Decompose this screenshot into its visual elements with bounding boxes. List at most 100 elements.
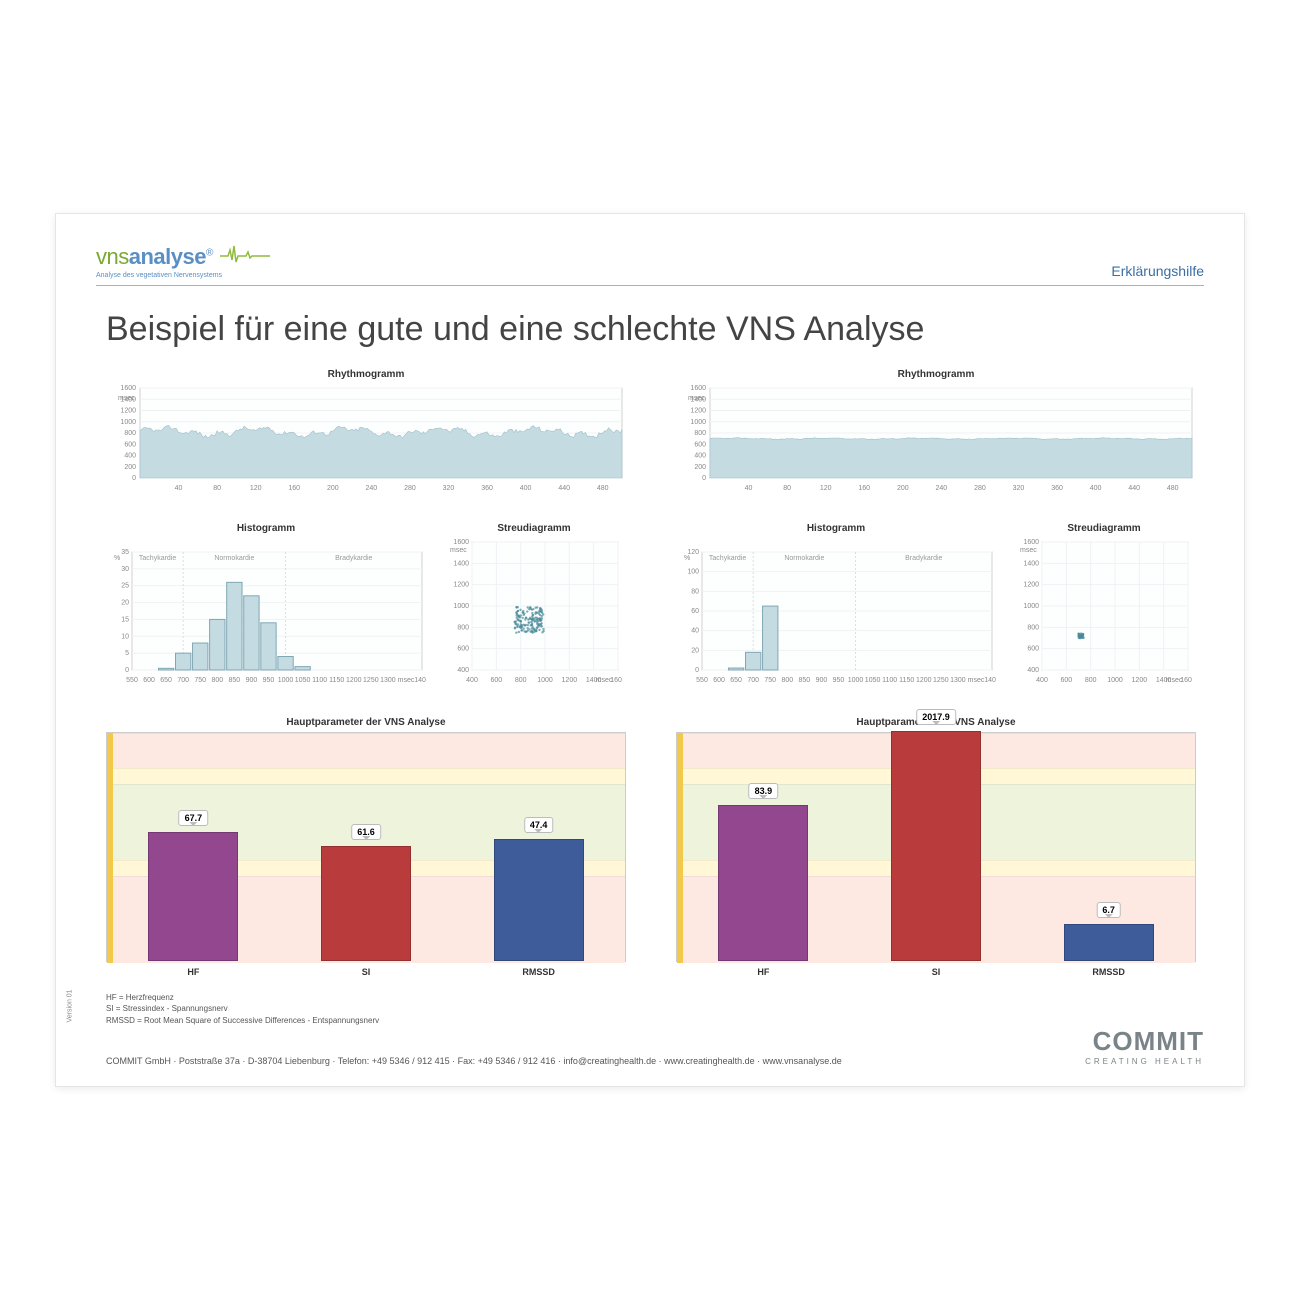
svg-text:800: 800 [1027, 625, 1039, 632]
document-page: vnsanalyse® Analyse des vegetativen Nerv… [55, 213, 1245, 1087]
params-good-chart: 67.7HF61.6SI47.4RMSSD [106, 732, 626, 962]
svg-text:120: 120 [820, 485, 832, 492]
svg-text:20: 20 [691, 648, 699, 655]
logo: vnsanalyse® Analyse des vegetativen Nerv… [96, 244, 270, 279]
svg-text:1400: 1400 [414, 677, 426, 684]
svg-text:1250: 1250 [933, 677, 949, 684]
commit-logo: COMMIT CREATING HEALTH [1085, 1026, 1204, 1066]
logo-subtitle: Analyse des vegetativen Nervensystems [96, 272, 222, 279]
svg-text:msec: msec [450, 547, 467, 554]
svg-text:900: 900 [816, 677, 828, 684]
svg-text:10: 10 [121, 634, 129, 641]
hist-scatter-good: Histogramm 05101520253035%55060065070075… [106, 523, 626, 693]
svg-text:400: 400 [1036, 677, 1048, 684]
hist-scatter-bad: Histogramm 020406080100120%5506006507007… [676, 523, 1196, 693]
svg-text:950: 950 [263, 677, 275, 684]
svg-text:600: 600 [1027, 646, 1039, 653]
svg-text:700: 700 [747, 677, 759, 684]
svg-text:240: 240 [936, 485, 948, 492]
legend-line: SI = Stressindex - Spannungsnerv [106, 1003, 1204, 1014]
svg-text:480: 480 [1167, 485, 1179, 492]
svg-text:160: 160 [288, 485, 300, 492]
svg-text:1250: 1250 [363, 677, 379, 684]
svg-text:1400: 1400 [984, 677, 996, 684]
svg-text:120: 120 [250, 485, 262, 492]
chart-grid: Rhythmogramm 020040060080010001200140016… [106, 369, 1194, 982]
histogram-bad-chart: 020406080100120%550600650700750800850900… [676, 538, 996, 688]
params-good: Hauptparameter der VNS Analyse 67.7HF61.… [106, 717, 626, 982]
svg-text:Tachykardie: Tachykardie [139, 555, 176, 562]
svg-text:1200: 1200 [120, 408, 136, 415]
page-title: Beispiel für eine gute und eine schlecht… [106, 310, 1204, 349]
svg-text:35: 35 [121, 549, 129, 556]
svg-text:1000: 1000 [453, 603, 469, 610]
svg-text:950: 950 [833, 677, 845, 684]
svg-text:850: 850 [229, 677, 241, 684]
svg-text:100: 100 [687, 569, 699, 576]
rhythmogram-bad: Rhythmogramm 020040060080010001200140016… [676, 369, 1196, 499]
params-bad: Hauptparameter der VNS Analyse 83.9HF201… [676, 717, 1196, 982]
svg-text:280: 280 [404, 485, 416, 492]
svg-text:1600: 1600 [690, 385, 706, 392]
svg-text:1200: 1200 [562, 677, 578, 684]
svg-text:1100: 1100 [312, 677, 327, 684]
svg-text:550: 550 [696, 677, 708, 684]
svg-text:30: 30 [121, 566, 129, 573]
svg-text:280: 280 [974, 485, 986, 492]
svg-text:600: 600 [694, 441, 706, 448]
svg-text:1000: 1000 [537, 677, 553, 684]
svg-text:1200: 1200 [916, 677, 932, 684]
svg-text:400: 400 [1027, 667, 1039, 674]
svg-text:msec: msec [1020, 547, 1037, 554]
svg-text:750: 750 [194, 677, 206, 684]
svg-text:1150: 1150 [899, 677, 914, 684]
rhythmogram-bad-chart: 02004006008001000120014001600msec4080120… [676, 384, 1196, 494]
svg-text:1050: 1050 [295, 677, 311, 684]
svg-text:440: 440 [1128, 485, 1140, 492]
svg-text:400: 400 [457, 667, 469, 674]
svg-text:850: 850 [799, 677, 811, 684]
svg-text:400: 400 [466, 677, 478, 684]
svg-text:800: 800 [457, 625, 469, 632]
ecg-icon [220, 244, 270, 264]
svg-text:20: 20 [121, 600, 129, 607]
svg-text:1400: 1400 [1023, 561, 1039, 568]
svg-text:1150: 1150 [329, 677, 344, 684]
footer-text: COMMIT GmbH · Poststraße 37a · D-38704 L… [106, 1056, 1204, 1066]
header: vnsanalyse® Analyse des vegetativen Nerv… [96, 244, 1204, 286]
svg-text:320: 320 [1013, 485, 1025, 492]
svg-text:800: 800 [515, 677, 527, 684]
svg-text:1000: 1000 [690, 419, 706, 426]
rhythmogram-good: Rhythmogramm 020040060080010001200140016… [106, 369, 626, 499]
svg-text:200: 200 [897, 485, 909, 492]
help-link[interactable]: Erklärungshilfe [1111, 263, 1204, 279]
svg-text:400: 400 [694, 453, 706, 460]
svg-text:msec: msec [968, 677, 985, 684]
svg-text:600: 600 [1060, 677, 1072, 684]
svg-text:msec: msec [688, 395, 705, 402]
svg-text:%: % [114, 555, 120, 562]
svg-text:1200: 1200 [1132, 677, 1148, 684]
svg-text:360: 360 [481, 485, 493, 492]
svg-text:800: 800 [1085, 677, 1097, 684]
svg-text:1200: 1200 [453, 582, 469, 589]
svg-text:Bradykardie: Bradykardie [905, 555, 942, 562]
svg-text:1100: 1100 [882, 677, 897, 684]
svg-text:1000: 1000 [120, 419, 136, 426]
svg-text:200: 200 [124, 464, 136, 471]
svg-text:15: 15 [121, 617, 129, 624]
svg-text:60: 60 [691, 608, 699, 615]
svg-text:800: 800 [211, 677, 223, 684]
svg-text:800: 800 [781, 677, 793, 684]
histogram-good-chart: 05101520253035%5506006507007508008509009… [106, 538, 426, 688]
svg-text:600: 600 [713, 677, 725, 684]
svg-text:40: 40 [175, 485, 183, 492]
svg-text:40: 40 [691, 628, 699, 635]
svg-text:5: 5 [125, 650, 129, 657]
svg-text:1000: 1000 [278, 677, 294, 684]
svg-text:msec: msec [1166, 677, 1183, 684]
svg-text:msec: msec [118, 395, 135, 402]
svg-text:Bradykardie: Bradykardie [335, 555, 372, 562]
svg-text:400: 400 [1090, 485, 1102, 492]
svg-text:25: 25 [121, 583, 129, 590]
